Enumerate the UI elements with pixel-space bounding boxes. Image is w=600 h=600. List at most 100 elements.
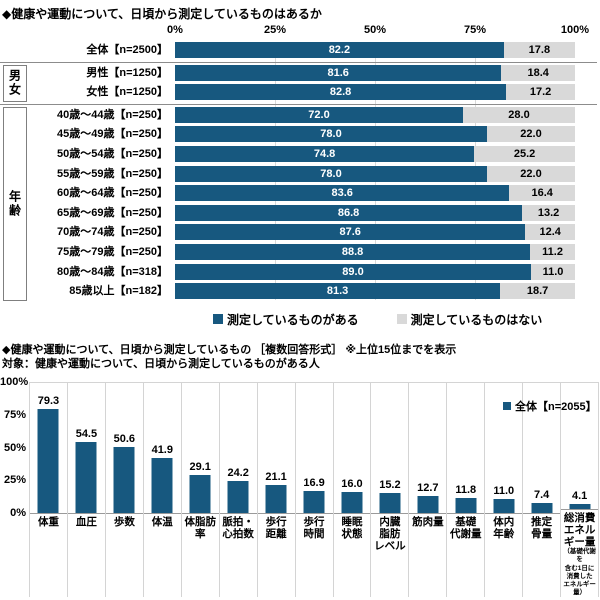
chart1-title: ◆健康や運動について、日頃から測定しているものはあるか [2,7,322,21]
chart2-x-label: 総消費 エネル ギー量 [563,512,596,548]
chart2-bar [75,441,97,513]
chart1-legend-label-no: 測定しているものはない [410,312,543,327]
chart2-bar [189,474,211,513]
chart2-column: 11.8 基礎 代謝量 [447,383,486,597]
chart2-bar-zone: 11.8 [447,383,485,514]
chart2-x-label: 血圧 [75,516,97,528]
chart1-bar-segment-no: 17.8 [503,42,575,58]
chart2-bar-zone: 16.9 [295,383,333,514]
chart1-row-label: 男性【n=1250】 [86,66,168,79]
chart2-bar [455,497,477,513]
chart2-column: 50.6 歩数 [105,383,144,597]
chart2-column: 41.9 体温 [143,383,182,597]
chart1-bar-segment-yes: 83.6 [175,185,510,202]
chart2-bar-zone: 54.5 [67,383,105,514]
chart1-bar-segment-yes: 82.2 [175,42,504,58]
chart1-stacked-bar: 82.2 17.8 [175,42,575,58]
chart2-x-label: 体内 年齢 [493,516,515,540]
chart1-row: 45歳～49歳【n=250】 78.0 22.0 [0,126,600,143]
legend-swatch-blue-icon [213,314,223,325]
chart2-bar [417,496,439,513]
chart1-row: 70歳～74歳【n=250】 87.6 12.4 [0,224,600,241]
chart1-row: 40歳～44歳【n=250】 72.0 28.0 [0,106,600,123]
chart1-legend-item-no: 測定しているものはない [396,311,543,328]
chart2-x-label-note: （基礎代謝を 含む1日に 消費した エネルギー 量） [563,548,596,596]
chart2-bar-zone: 24.2 [219,383,257,514]
chart1-row: 男性【n=1250】 81.6 18.4 [0,64,600,81]
chart2-bar-value: 41.9 [151,444,173,457]
chart2-subtitle: 対象：健康や運動について、日頃から測定しているものがある人 [2,358,320,370]
chart1-bar-segment-yes: 78.0 [175,165,487,182]
chart1-row: 65歳～69歳【n=250】 86.8 13.2 [0,204,600,221]
chart2-column: 4.1 総消費 エネル ギー量 （基礎代謝を 含む1日に 消費した エネルギー 量） [561,383,600,597]
chart1-row-label: 50歳～54歳【n=250】 [57,148,168,160]
chart1-stacked-bar: 74.8 25.2 [175,146,575,162]
chart1-stacked-bar: 72.0 28.0 [175,106,575,123]
chart2-x-label: 歩数 [113,516,135,528]
chart2-bar-zone: 16.0 [333,383,371,514]
chart2-column: 12.7 筋肉量 [409,383,448,597]
chart2-title: ◆健康や運動について、日頃から測定しているもの ［複数回答形式］ ※上位15位ま… [2,344,457,356]
chart1-row-label: 55歳～59歳【n=250】 [57,167,168,180]
chart1-axis-tick: 50% [363,24,387,36]
chart1-bar-segment-no: 17.2 [506,84,575,101]
legend-swatch-blue-icon [503,402,511,410]
chart1-group-separator [0,104,597,106]
chart1-row-label: 女性【n=1250】 [86,86,168,99]
chart2-bar-value: 11.8 [455,483,477,496]
chart2-bar [113,446,135,513]
chart2-x-label: 推定 骨量 [531,516,553,540]
chart2-bar-zone: 79.3 [30,383,67,514]
chart1-bar-segment-no: 28.0 [463,106,575,123]
chart1-bar-segment-yes: 88.8 [175,244,531,260]
chart2-bar [303,490,325,513]
chart1-bar-segment-yes: 89.0 [175,263,531,280]
chart1-bar-segment-yes: 72.0 [175,106,463,123]
chart1-row: 55歳～59歳【n=250】 78.0 22.0 [0,165,600,182]
chart2-x-label: 脈拍・ 心拍数 [222,516,254,540]
chart2-bar-value: 29.1 [189,460,211,473]
chart2-bar-zone: 11.0 [485,383,523,514]
chart1-stacked-bar: 81.6 18.4 [175,64,575,81]
chart1-row-label: 75歳～79歳【n=250】 [57,246,168,258]
chart2-bar-value: 11.0 [493,484,515,497]
chart1-legend-item-yes: 測定しているものがある [213,311,359,328]
chart1-group-box-gender: 男女 [3,64,27,103]
chart2-y-tick: 25% [3,474,26,487]
chart2-y-tick: 50% [3,441,26,454]
chart1-row-label: 65歳～69歳【n=250】 [57,206,168,219]
chart1-stacked-bar: 88.8 11.2 [175,244,575,260]
chart1-group-box-age: 年齢 [3,106,27,302]
chart2-bar-value: 54.5 [75,427,98,440]
chart1-bar-segment-no: 11.2 [530,244,575,260]
chart2-bar-zone: 12.7 [409,383,447,514]
chart2-y-tick: 75% [3,408,26,421]
chart1-group-separator [0,62,597,64]
chart2-bar [37,409,59,513]
chart2-bar-zone: 15.2 [371,383,409,514]
chart2-bar [227,481,249,513]
chart2-x-label: 筋肉量 [412,516,444,528]
chart1-bar-segment-yes: 74.8 [175,146,475,162]
chart1-row: 80歳～84歳【n=318】 89.0 11.0 [0,263,600,280]
chart2-bar [493,498,515,513]
chart1-legend: 測定しているものがある 測定しているものはない [213,311,542,328]
chart2-column: 7.4 推定 骨量 [523,383,562,597]
chart2-column: 54.5 血圧 [67,383,106,597]
chart2-column: 21.1 歩行 距離 [257,383,296,597]
chart1-stacked-bar: 83.6 16.4 [175,185,575,202]
chart1-bar-segment-yes: 82.8 [175,84,507,101]
chart2-bar [379,493,401,513]
chart2-bar [569,503,591,509]
chart1-row-label: 80歳～84歳【n=318】 [57,265,168,278]
chart1-bar-segment-yes: 81.6 [175,64,502,81]
chart1-bar-segment-no: 25.2 [474,146,575,162]
chart1-bar-segment-yes: 78.0 [175,126,487,143]
chart2-bar [151,458,173,513]
chart2-x-label: 体温 [151,516,173,528]
chart1-bar-segment-yes: 81.3 [175,283,501,300]
chart1-axis-tick: 100% [560,24,590,36]
chart2-x-label: 体脂肪 率 [184,516,216,540]
chart1-stacked-bar: 86.8 13.2 [175,204,575,221]
chart2-bar-zone: 7.4 [523,383,561,514]
